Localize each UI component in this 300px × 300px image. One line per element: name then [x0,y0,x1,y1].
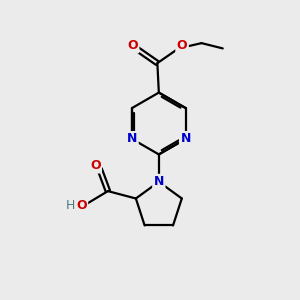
Text: N: N [154,175,164,188]
Text: H: H [66,199,75,212]
Text: N: N [127,133,137,146]
Text: O: O [127,39,138,52]
Text: O: O [76,199,87,212]
Text: N: N [180,133,191,146]
Text: O: O [90,159,101,172]
Text: O: O [177,39,188,52]
